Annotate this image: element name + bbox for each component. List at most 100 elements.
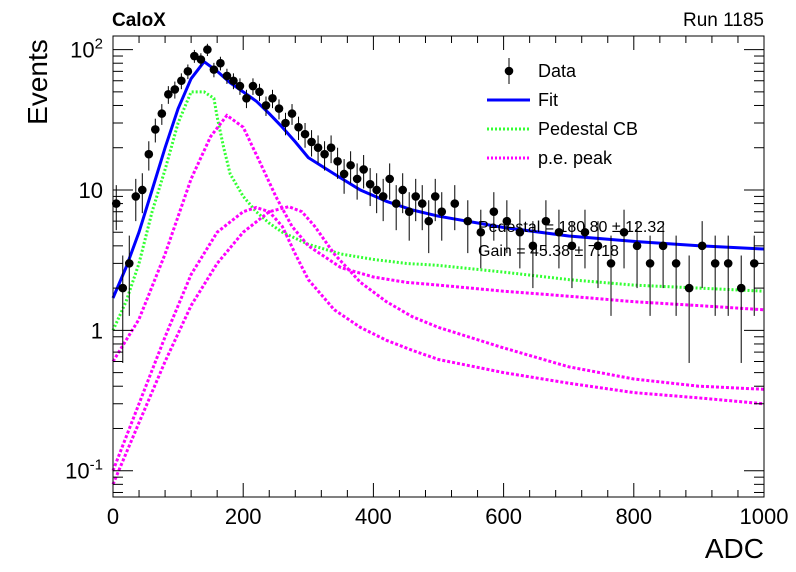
- x-tick-label: 1000: [740, 504, 789, 529]
- data-point: [170, 81, 180, 99]
- data-point: [229, 73, 238, 90]
- data-point: [131, 178, 141, 222]
- data-point: [658, 221, 668, 289]
- data-point: [736, 255, 746, 363]
- data-point: [541, 200, 551, 254]
- data-point: [684, 255, 694, 363]
- data-point: [528, 221, 538, 289]
- legend-entry: p.e. peak: [487, 148, 613, 168]
- data-point: [515, 209, 525, 269]
- data-point: [476, 209, 486, 269]
- y-tick-label: 10-1: [65, 457, 103, 484]
- legend-label: Fit: [538, 90, 558, 110]
- data-point: [216, 56, 225, 71]
- legend-entry: Data: [504, 58, 577, 84]
- data-point: [124, 235, 134, 316]
- run-label: Run 1185: [683, 10, 764, 31]
- data-point: [339, 159, 349, 194]
- data-point: [164, 86, 173, 104]
- data-point: [502, 200, 512, 254]
- data-point: [346, 151, 355, 184]
- data-point: [450, 185, 460, 231]
- data-point: [235, 78, 245, 95]
- data-point: [274, 99, 284, 120]
- data-point: [320, 141, 329, 171]
- data-point: [326, 135, 336, 164]
- data-point: [489, 192, 499, 241]
- data-point: [645, 235, 655, 316]
- data-point: [183, 64, 193, 80]
- plot-frame: [112, 35, 765, 498]
- data-point: [359, 155, 368, 189]
- data-point: [378, 178, 388, 222]
- y-tick-label: 102: [70, 36, 103, 63]
- data-point: [144, 141, 154, 171]
- fit-result-line-2: Gain = 45.38 ± 7.18: [478, 243, 619, 260]
- axes: 0 200 400 600 800 1000 10-1 1 10 102: [65, 35, 789, 529]
- data-point: [411, 178, 421, 222]
- data-point: [398, 173, 407, 214]
- data-point: [352, 163, 362, 200]
- data-point: [137, 173, 147, 214]
- data-point: [203, 43, 212, 57]
- fit-result-line-1: Pedestal = 180.80 ± 12.32: [478, 219, 665, 236]
- data-point: [242, 89, 251, 109]
- data-point: [619, 209, 629, 269]
- fit-curves: [111, 59, 765, 485]
- data-point: [294, 116, 303, 140]
- data-point: [404, 192, 414, 241]
- y-axis-title: Events: [22, 39, 53, 125]
- curve-2: [111, 113, 765, 363]
- curve-0: [111, 59, 765, 299]
- data-point: [593, 221, 603, 289]
- legend-label: Data: [538, 61, 577, 81]
- data-point: [300, 123, 310, 148]
- data-point: [710, 235, 720, 316]
- data-point: [190, 49, 199, 63]
- data-point: [222, 68, 232, 84]
- curve-1: [111, 90, 765, 332]
- data-point: [268, 89, 277, 109]
- legend-entry: Fit: [487, 90, 558, 110]
- data-point: [281, 112, 290, 136]
- data-point: [606, 235, 616, 316]
- data-point: [333, 147, 342, 179]
- data-point: [580, 209, 590, 269]
- data-point: [372, 173, 381, 214]
- legend-entry: Pedestal CB: [487, 119, 638, 139]
- data-point: [313, 135, 323, 164]
- data-point: [391, 185, 401, 231]
- data-point: [261, 96, 271, 116]
- x-tick-label: 0: [107, 504, 119, 529]
- x-axis-title: ADC: [705, 533, 764, 564]
- data-point: [255, 83, 264, 102]
- x-tick-label: 600: [485, 504, 522, 529]
- data-point: [430, 178, 440, 222]
- data-point: [307, 130, 316, 157]
- legend-label: Pedestal CB: [538, 119, 638, 139]
- data-point: [287, 104, 297, 125]
- data-point: [671, 235, 681, 316]
- data-point: [632, 221, 642, 289]
- data-point: [697, 221, 707, 289]
- data-point: [437, 192, 447, 241]
- y-tick-label: 1: [91, 318, 103, 343]
- x-tick-label: 800: [615, 504, 652, 529]
- legend: Data Fit Pedestal CB p.e. peak: [487, 58, 638, 168]
- data-point: [177, 73, 186, 90]
- x-tick-label: 400: [355, 504, 392, 529]
- data-point: [157, 104, 167, 125]
- data-point: [424, 200, 434, 254]
- experiment-label: CaloX: [112, 10, 166, 31]
- data-point: [723, 235, 733, 316]
- y-tick-label: 10: [79, 178, 103, 203]
- data-points: [111, 43, 759, 363]
- data-point: [385, 163, 394, 200]
- data-point: [417, 185, 427, 231]
- x-tick-label: 200: [225, 504, 262, 529]
- fit-result-text: Pedestal = 180.80 ± 12.32 Gain = 45.38 ±…: [478, 219, 665, 260]
- data-point: [365, 168, 375, 207]
- data-point: [248, 78, 258, 95]
- data-point: [209, 62, 219, 78]
